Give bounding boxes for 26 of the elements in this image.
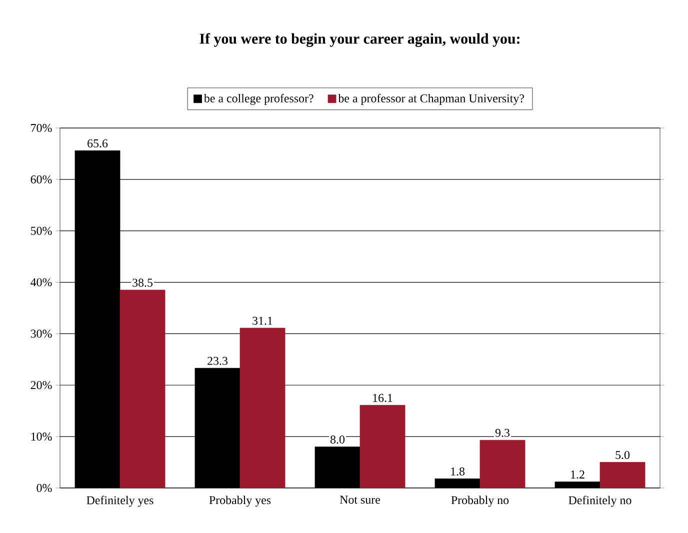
- data-label: 16.1: [373, 394, 392, 402]
- legend-label: be a professor at Chapman University?: [338, 94, 524, 105]
- x-tick-label: Probably no: [451, 496, 509, 507]
- y-tick-label: 20%: [30, 381, 52, 390]
- data-label: 8.0: [330, 436, 345, 444]
- y-tick-label: 60%: [30, 175, 52, 184]
- data-label: 1.2: [571, 470, 584, 479]
- data-label: 9.3: [495, 428, 510, 437]
- data-label: 38.5: [132, 278, 153, 287]
- y-tick-label: 50%: [31, 226, 52, 235]
- y-tick-label: 0%: [36, 484, 52, 492]
- x-tick-label: Definitely no: [568, 496, 632, 507]
- data-label: 65.6: [88, 139, 108, 148]
- data-label: 23.3: [208, 356, 228, 365]
- chart-title: If you were to begin your career again, would you:: [200, 33, 520, 47]
- x-tick-label: Not sure: [340, 496, 380, 504]
- y-tick-label: 10%: [31, 432, 52, 441]
- y-tick-label: 30%: [30, 330, 52, 338]
- data-label: 1.8: [451, 467, 465, 476]
- x-tick-label: Definitely yes: [86, 496, 154, 507]
- y-tick-label: 70%: [31, 124, 52, 132]
- data-label: 5.0: [616, 450, 630, 460]
- y-tick-label: 40%: [30, 278, 52, 286]
- x-tick-label: Probably yes: [209, 496, 271, 507]
- data-label: 31.1: [252, 316, 272, 325]
- legend-label: be a college professor?: [204, 94, 314, 105]
